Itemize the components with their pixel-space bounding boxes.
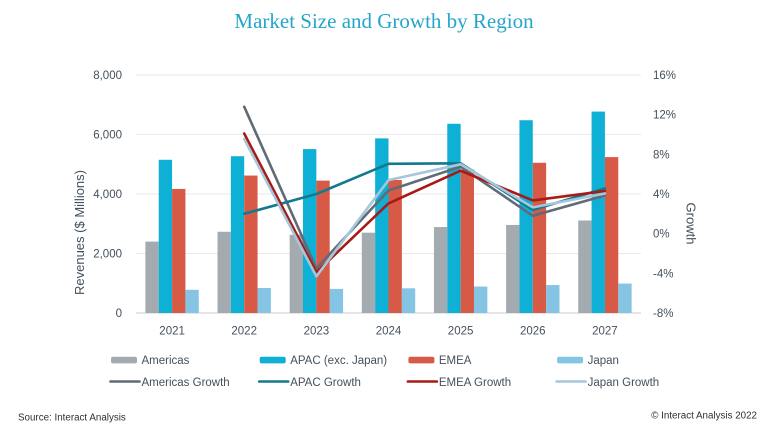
svg-text:-4%: -4% [653, 268, 673, 280]
svg-text:-8%: -8% [653, 308, 673, 320]
svg-text:6,000: 6,000 [93, 130, 122, 142]
svg-text:APAC (exc. Japan): APAC (exc. Japan) [290, 355, 387, 367]
svg-text:Revenues ($ Millions): Revenues ($ Millions) [72, 170, 87, 295]
svg-text:EMEA Growth: EMEA Growth [439, 377, 511, 389]
svg-text:2026: 2026 [520, 326, 546, 338]
svg-text:4%: 4% [653, 189, 670, 201]
svg-text:© Interact Analysis 2022: © Interact Analysis 2022 [651, 410, 757, 421]
svg-text:EMEA: EMEA [439, 355, 472, 367]
svg-text:2023: 2023 [304, 326, 330, 338]
svg-text:0%: 0% [653, 229, 670, 241]
svg-text:Japan Growth: Japan Growth [588, 377, 660, 389]
svg-text:8%: 8% [653, 149, 670, 161]
svg-text:Growth: Growth [684, 203, 699, 245]
svg-text:2,000: 2,000 [93, 249, 122, 261]
svg-text:Source: Interact Analysis: Source: Interact Analysis [18, 412, 126, 423]
svg-text:16%: 16% [653, 70, 676, 82]
svg-text:12%: 12% [653, 110, 676, 122]
svg-text:2021: 2021 [159, 326, 185, 338]
svg-text:Japan: Japan [588, 355, 619, 367]
svg-text:Americas: Americas [142, 355, 190, 367]
svg-text:0: 0 [116, 308, 122, 320]
svg-text:4,000: 4,000 [93, 189, 122, 201]
svg-text:2022: 2022 [231, 326, 257, 338]
svg-text:2024: 2024 [376, 326, 402, 338]
svg-text:APAC Growth: APAC Growth [290, 377, 361, 389]
svg-text:2027: 2027 [592, 326, 618, 338]
svg-text:Americas Growth: Americas Growth [142, 377, 230, 389]
svg-text:8,000: 8,000 [93, 70, 122, 82]
svg-text:2025: 2025 [448, 326, 474, 338]
